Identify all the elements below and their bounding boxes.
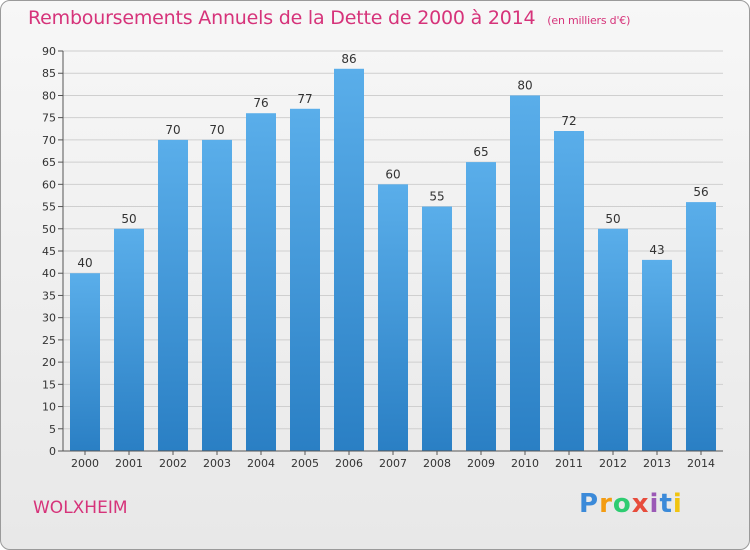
bar-2014 (686, 202, 716, 451)
y-tick-label: 60 (42, 178, 56, 191)
x-tick-label-2013: 2013 (643, 457, 671, 470)
bar-2007 (378, 184, 408, 452)
value-label-2012: 50 (605, 212, 620, 226)
value-label-2008: 55 (429, 190, 444, 204)
logo-letter: P (579, 489, 600, 519)
y-tick-label: 15 (42, 378, 56, 391)
x-axis-ticks: 2000 2001 2002 2003 2004 2005 2006 2007 2008 2009… (71, 451, 715, 470)
value-label-2000: 40 (77, 256, 92, 270)
value-label-2011: 72 (561, 114, 576, 128)
x-tick-label-2004: 2004 (247, 457, 275, 470)
bar-2009 (466, 162, 496, 451)
value-label-2001: 50 (121, 212, 136, 226)
bar-2013 (642, 259, 672, 451)
y-axis-ticks: 0 5 10 15 20 25 30 35 40 45 50 55 60 65 70 75 80 85 90 (42, 45, 63, 458)
y-tick-label: 35 (42, 289, 56, 302)
bar-2002 (158, 139, 188, 451)
y-tick-label: 10 (42, 401, 56, 414)
y-tick-label: 0 (49, 445, 56, 458)
value-label-2006: 86 (341, 52, 356, 66)
bar-2012 (598, 228, 628, 451)
x-tick-label-2011: 2011 (555, 457, 583, 470)
bar-2011 (554, 131, 584, 451)
bar-2008 (422, 206, 452, 451)
y-tick-label: 20 (42, 356, 56, 369)
y-tick-label: 55 (42, 201, 56, 214)
y-tick-label: 75 (42, 112, 56, 125)
y-tick-label: 65 (42, 156, 56, 169)
value-label-2002: 70 (165, 123, 180, 137)
value-labels: 40 50 70 70 76 77 86 60 55 65 80 72 50 43 56 (77, 52, 708, 270)
y-tick-label: 90 (42, 45, 56, 58)
x-tick-label-2002: 2002 (159, 457, 187, 470)
x-tick-label-2008: 2008 (423, 457, 451, 470)
chart-subtitle: (en milliers d'€) (547, 14, 631, 27)
value-label-2014: 56 (693, 185, 708, 199)
y-tick-label: 50 (42, 223, 56, 236)
logo-letter: o (612, 489, 632, 519)
x-tick-label-2000: 2000 (71, 457, 99, 470)
bar-2001 (114, 228, 144, 451)
value-label-2010: 80 (517, 78, 532, 92)
y-tick-label: 45 (42, 245, 56, 258)
y-tick-label: 85 (42, 67, 56, 80)
x-tick-label-2003: 2003 (203, 457, 231, 470)
y-tick-label: 30 (42, 312, 56, 325)
x-tick-label-2014: 2014 (687, 457, 715, 470)
logo-letter: x (631, 489, 650, 519)
y-tick-label: 70 (42, 134, 56, 147)
axes (62, 51, 723, 452)
y-tick-label: 25 (42, 334, 56, 347)
commune-name: WOLXHEIM (33, 498, 128, 518)
x-tick-label-2006: 2006 (335, 457, 363, 470)
bars (70, 68, 716, 452)
x-tick-label-2001: 2001 (115, 457, 143, 470)
value-label-2004: 76 (253, 96, 268, 110)
x-tick-label-2005: 2005 (291, 457, 319, 470)
value-label-2013: 43 (649, 243, 664, 257)
x-tick-label-2010: 2010 (511, 457, 539, 470)
x-tick-label-2012: 2012 (599, 457, 627, 470)
y-tick-label: 80 (42, 89, 56, 102)
bar-2000 (70, 273, 100, 451)
bar-2003 (202, 139, 232, 451)
value-label-2009: 65 (473, 145, 488, 159)
x-tick-label-2007: 2007 (379, 457, 407, 470)
bar-2006 (334, 68, 364, 452)
logo-letter: r (599, 489, 613, 519)
chart-title: Remboursements Annuels de la Dette de 20… (28, 7, 630, 29)
proxiti-logo: Proxiti (579, 489, 683, 519)
logo-letter: i (649, 489, 660, 519)
bar-2005 (290, 108, 320, 452)
y-tick-label: 40 (42, 267, 56, 280)
y-tick-label: 5 (49, 423, 56, 436)
logo-letter: t (659, 489, 673, 519)
chart-title-text: Remboursements Annuels de la Dette de 20… (28, 7, 536, 29)
bar-2010 (510, 95, 540, 451)
value-label-2007: 60 (385, 167, 400, 181)
x-tick-label-2009: 2009 (467, 457, 495, 470)
bar-2004 (246, 113, 276, 451)
logo-letter: i (672, 489, 683, 519)
value-label-2003: 70 (209, 123, 224, 137)
value-label-2005: 77 (297, 92, 312, 106)
